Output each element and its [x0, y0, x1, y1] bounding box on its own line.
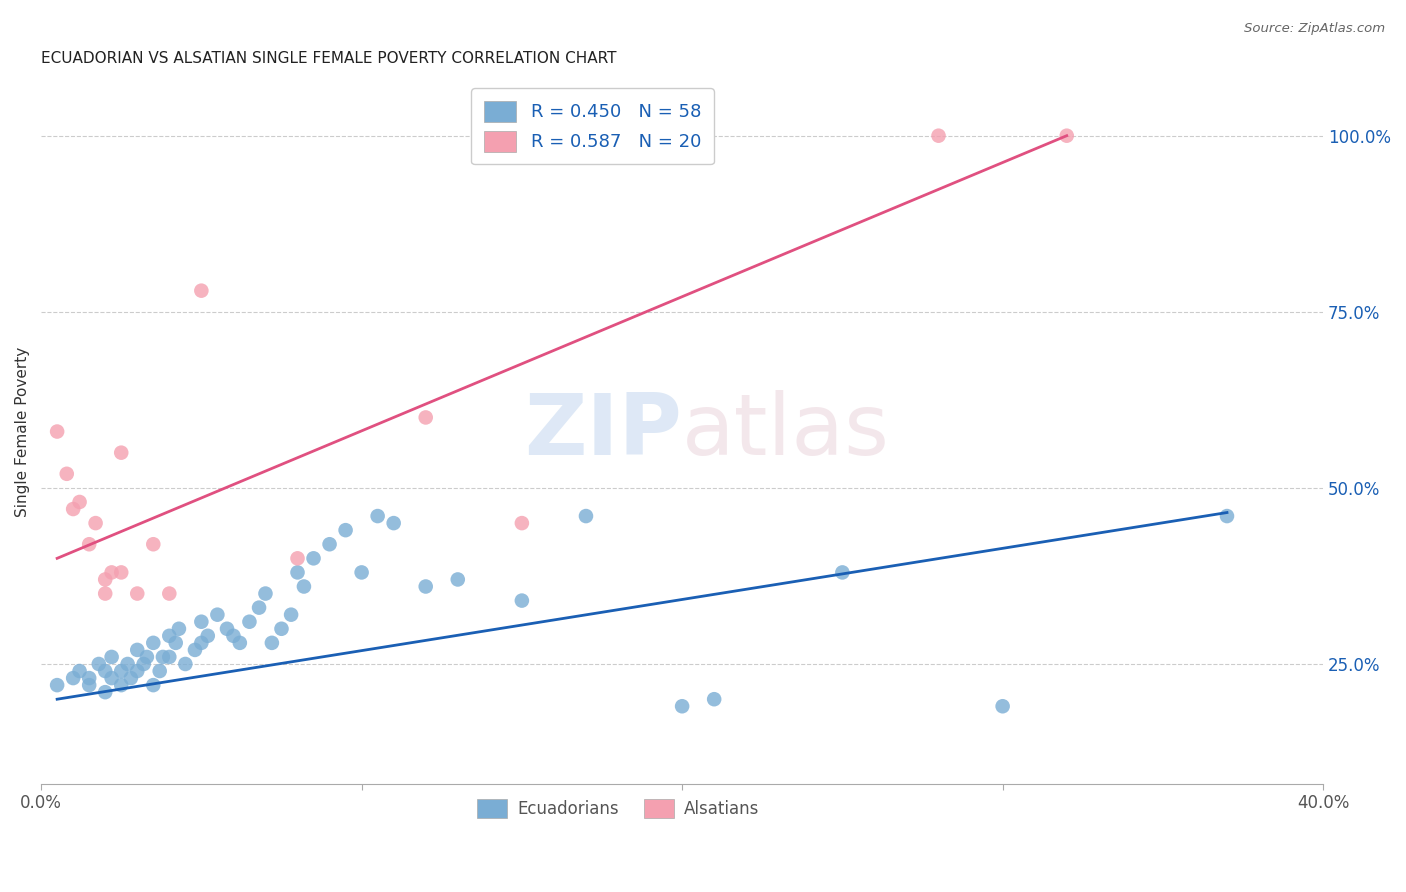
Point — [190, 636, 212, 650]
Point — [703, 692, 725, 706]
Point — [190, 615, 212, 629]
Point — [247, 600, 270, 615]
Point — [510, 516, 533, 530]
Point — [127, 643, 149, 657]
Point — [100, 566, 122, 580]
Point — [382, 516, 405, 530]
Point — [190, 284, 212, 298]
Point — [229, 636, 252, 650]
Point — [287, 566, 309, 580]
Point — [350, 566, 373, 580]
Point — [100, 671, 122, 685]
Point — [127, 664, 149, 678]
Point — [287, 551, 309, 566]
Point — [46, 425, 69, 439]
Point — [157, 649, 180, 664]
Point — [127, 586, 149, 600]
Point — [575, 509, 598, 524]
Point — [447, 573, 470, 587]
Point — [69, 495, 91, 509]
Point — [100, 649, 122, 664]
Point — [1216, 509, 1239, 524]
Point — [62, 502, 84, 516]
Point — [671, 699, 693, 714]
Point — [292, 580, 315, 594]
Point — [238, 615, 260, 629]
Point — [318, 537, 340, 551]
Point — [174, 657, 197, 671]
Point — [1056, 128, 1078, 143]
Text: Source: ZipAtlas.com: Source: ZipAtlas.com — [1244, 22, 1385, 36]
Point — [165, 636, 187, 650]
Point — [87, 657, 110, 671]
Point — [928, 128, 950, 143]
Y-axis label: Single Female Poverty: Single Female Poverty — [15, 346, 30, 516]
Point — [270, 622, 292, 636]
Point — [110, 678, 132, 692]
Point — [302, 551, 325, 566]
Point — [149, 664, 172, 678]
Point — [94, 664, 117, 678]
Point — [117, 657, 139, 671]
Point — [110, 445, 132, 459]
Point — [77, 537, 100, 551]
Point — [157, 629, 180, 643]
Point — [335, 523, 357, 537]
Point — [415, 580, 437, 594]
Point — [142, 537, 165, 551]
Point — [167, 622, 190, 636]
Point — [142, 678, 165, 692]
Point — [215, 622, 238, 636]
Text: ZIP: ZIP — [524, 390, 682, 473]
Point — [222, 629, 245, 643]
Point — [415, 410, 437, 425]
Point — [84, 516, 107, 530]
Text: atlas: atlas — [682, 390, 890, 473]
Point — [69, 664, 91, 678]
Point — [55, 467, 77, 481]
Point — [46, 678, 69, 692]
Legend: Ecuadorians, Alsatians: Ecuadorians, Alsatians — [471, 792, 766, 825]
Point — [94, 685, 117, 699]
Point — [184, 643, 207, 657]
Point — [157, 586, 180, 600]
Point — [135, 649, 157, 664]
Point — [197, 629, 219, 643]
Point — [207, 607, 229, 622]
Point — [77, 678, 100, 692]
Point — [280, 607, 302, 622]
Point — [152, 649, 174, 664]
Point — [110, 664, 132, 678]
Text: ECUADORIAN VS ALSATIAN SINGLE FEMALE POVERTY CORRELATION CHART: ECUADORIAN VS ALSATIAN SINGLE FEMALE POV… — [41, 51, 617, 66]
Point — [367, 509, 389, 524]
Point — [510, 593, 533, 607]
Point — [132, 657, 155, 671]
Point — [831, 566, 853, 580]
Point — [62, 671, 84, 685]
Point — [110, 566, 132, 580]
Point — [142, 636, 165, 650]
Point — [254, 586, 277, 600]
Point — [260, 636, 283, 650]
Point — [77, 671, 100, 685]
Point — [120, 671, 142, 685]
Point — [991, 699, 1014, 714]
Point — [94, 586, 117, 600]
Point — [94, 573, 117, 587]
